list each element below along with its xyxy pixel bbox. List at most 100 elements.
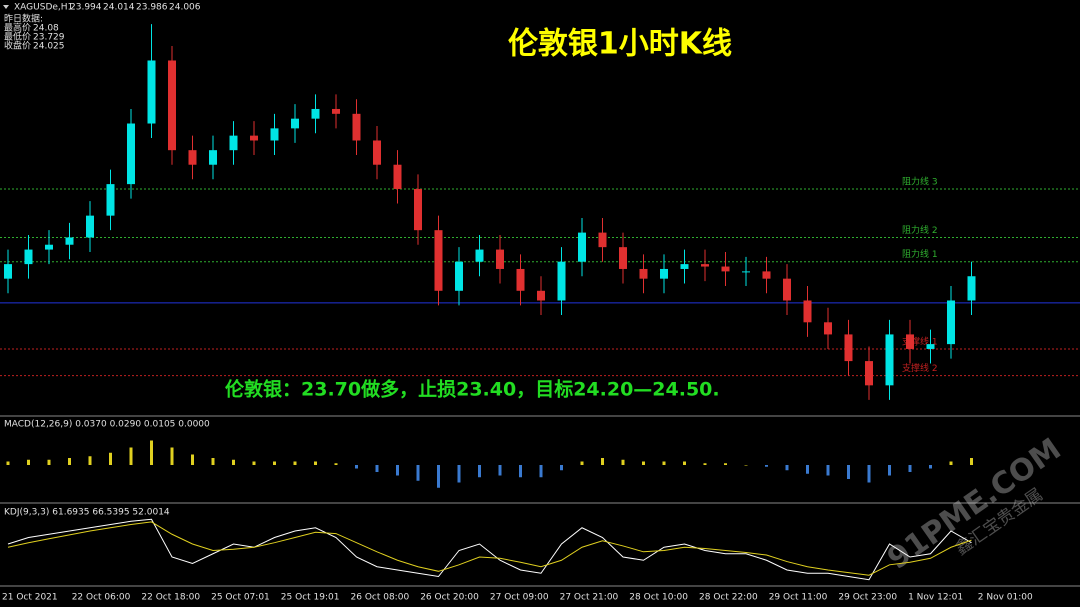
x-tick-label: 28 Oct 22:00 (699, 593, 758, 603)
kdj-line (7, 521, 972, 576)
macd-bar (375, 465, 379, 472)
macd-bar (703, 463, 707, 465)
x-tick-label: 29 Oct 23:00 (838, 593, 897, 603)
candle-body (516, 268, 525, 291)
candle-body (824, 322, 832, 335)
candle-body (106, 184, 115, 216)
candle-body (947, 300, 955, 345)
yesterday-value: 24.08 (33, 24, 59, 34)
macd-bar (601, 458, 604, 465)
macd-bar (478, 465, 481, 478)
candle-body (127, 123, 135, 185)
macd-bar (252, 461, 256, 465)
candle-body (721, 266, 730, 272)
x-tick-label: 27 Oct 21:00 (560, 593, 619, 603)
candle-body (352, 113, 361, 141)
candle-body (414, 188, 422, 231)
macd-label: MACD(12,26,9) 0.0370 0.0290 0.0105 0.000… (4, 420, 210, 430)
candle-body (844, 334, 853, 362)
symbol: XAGUSDe,H1 (14, 3, 73, 13)
yesterday-value: 24.025 (33, 42, 65, 52)
candle-body (434, 230, 443, 291)
x-tick-label: 21 Oct 2021 (2, 593, 58, 603)
candle-body (701, 264, 709, 267)
candle-body (188, 150, 197, 165)
candle-body (578, 232, 586, 262)
level-label: 阻力线 1 (902, 248, 938, 260)
macd-bar (826, 465, 830, 476)
macd-bar (68, 458, 71, 465)
candle-body (393, 164, 402, 189)
macd-bar (888, 465, 891, 476)
kdj-label: KDJ(9,3,3) 61.6935 66.5395 52.0014 (4, 508, 170, 518)
macd-bar (744, 465, 748, 466)
x-tick-label: 2 Nov 01:00 (978, 593, 1033, 603)
level-label: 支撑线 2 (902, 362, 938, 374)
macd-bar (355, 465, 358, 469)
macd-bar (765, 465, 768, 467)
candle-body (209, 150, 217, 165)
x-tick-label: 22 Oct 18:00 (141, 593, 200, 603)
candle-body (660, 268, 668, 279)
candle-body (906, 334, 914, 349)
close: 24.006 (169, 3, 201, 13)
candle-body (639, 268, 648, 279)
kdj-line (7, 518, 972, 581)
x-tick-label: 1 Nov 12:01 (908, 593, 963, 603)
macd-bar (6, 461, 10, 465)
macd-bar (908, 465, 912, 472)
macd-bar (785, 465, 789, 471)
candle-body (475, 249, 484, 262)
macd-bar (621, 459, 625, 465)
high: 24.014 (103, 3, 135, 13)
yesterday-value: 23.729 (33, 33, 65, 43)
candle-body (24, 249, 33, 265)
level-label: 阻力线 2 (902, 224, 938, 236)
candle-body (967, 276, 976, 301)
chart-title: 伦敦银1小时K线 (508, 27, 732, 62)
macd-bar (867, 465, 871, 483)
menu-arrow (3, 5, 9, 9)
candle-body (147, 60, 156, 124)
candle-body (311, 108, 320, 119)
candle-body (250, 135, 258, 141)
macd-bar (293, 461, 297, 465)
x-tick-label: 22 Oct 06:00 (72, 593, 131, 603)
x-tick-label: 29 Oct 11:00 (769, 593, 828, 603)
candle-body (885, 334, 894, 386)
candle-body (229, 135, 238, 151)
macd-bar (211, 458, 215, 465)
macd-bar (27, 459, 30, 465)
macd-bar (724, 463, 727, 465)
macd-bar (191, 454, 194, 465)
annotation: 伦敦银：23.70做多，止损23.40，目标24.20—24.50. (225, 378, 720, 401)
open: 23.994 (70, 3, 102, 13)
x-tick-label: 25 Oct 07:01 (211, 593, 270, 603)
candle-body (455, 261, 463, 291)
macd-bar (437, 465, 440, 488)
macd-bar (314, 461, 317, 465)
macd-bar (806, 465, 809, 474)
candle-body (680, 264, 689, 269)
macd-bar (539, 465, 543, 478)
macd-bar (642, 461, 645, 465)
candle-body (598, 232, 607, 248)
candle-body (86, 215, 94, 238)
macd-bar (109, 452, 112, 465)
candle-body (45, 244, 53, 250)
low: 23.986 (136, 3, 168, 13)
macd-bar (129, 447, 133, 465)
candle-body (783, 278, 791, 301)
macd-bar (457, 465, 461, 483)
candle-body (270, 128, 279, 141)
macd-bar (683, 461, 686, 465)
candle-body (4, 264, 12, 279)
candle-body (619, 247, 627, 269)
macd-bar (88, 456, 92, 465)
x-tick-label: 26 Oct 20:00 (420, 593, 479, 603)
yesterday-label: 收盘价 (4, 40, 31, 52)
candle-body (373, 140, 381, 165)
macd-bar (847, 465, 850, 479)
candle-body (742, 271, 750, 273)
